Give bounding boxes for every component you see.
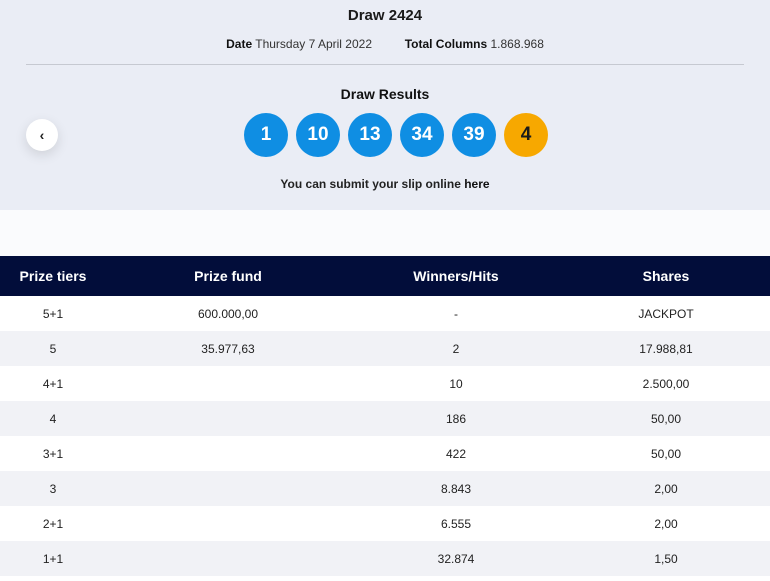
table-row: 3+1 422 50,00 (0, 436, 770, 471)
winners-cell: - (454, 306, 458, 321)
submit-slip-link[interactable]: here (464, 177, 490, 191)
prize-tier-cell: 1+1 (42, 551, 64, 566)
winners-cell: 10 (449, 376, 463, 391)
draw-results-title: Draw Results (340, 86, 430, 102)
total-columns-label: Total Columns (404, 37, 488, 51)
winners-cell: 32.874 (437, 551, 475, 566)
shares-cell: 50,00 (650, 411, 682, 426)
divider (26, 64, 744, 65)
winning-numbers: 1 10 13 34 39 4 (244, 113, 548, 157)
table-row: 4 186 50,00 (0, 401, 770, 436)
header-prize-fund: Prize fund (194, 268, 262, 284)
winners-cell: 422 (445, 446, 467, 461)
table-row: 4+1 10 2.500,00 (0, 366, 770, 401)
prize-table: Prize tiers Prize fund Winners/Hits Shar… (0, 256, 770, 576)
prize-fund-cell (106, 366, 350, 401)
table-header-row: Prize tiers Prize fund Winners/Hits Shar… (0, 256, 770, 296)
number-ball: 34 (400, 113, 444, 157)
table-row: 2+1 6.555 2,00 (0, 506, 770, 541)
header-prize-tiers: Prize tiers (19, 268, 87, 284)
prize-fund-cell: 35.977,63 (201, 341, 255, 356)
prize-tier-cell: 5 (49, 341, 57, 356)
number-ball: 1 (244, 113, 288, 157)
prize-tier-cell: 3 (49, 481, 57, 496)
table-row: 1+1 32.874 1,50 (0, 541, 770, 576)
winners-cell: 8.843 (440, 481, 472, 496)
shares-cell: 1,50 (654, 551, 678, 566)
shares-cell: 50,00 (650, 446, 682, 461)
date-label: Date (226, 37, 253, 51)
shares-cell: JACKPOT (638, 306, 694, 321)
draw-info-panel: Draw 2424 Date Thursday 7 April 2022 Tot… (0, 0, 770, 210)
prize-fund-cell (106, 401, 350, 436)
submit-slip-note: You can submit your slip online here (0, 177, 770, 191)
header-shares: Shares (642, 268, 690, 284)
prize-tier-cell: 4+1 (42, 376, 64, 391)
winners-cell: 2 (452, 341, 460, 356)
prize-fund-cell (106, 471, 350, 506)
prize-tier-cell: 2+1 (42, 516, 64, 531)
prize-tier-cell: 4 (49, 411, 57, 426)
bonus-ball: 4 (504, 113, 548, 157)
chevron-left-icon: ‹ (39, 127, 45, 143)
prize-fund-cell: 600.000,00 (197, 306, 259, 321)
previous-draw-button[interactable]: ‹ (26, 119, 58, 151)
prize-tier-cell: 3+1 (42, 446, 64, 461)
draw-meta: Date Thursday 7 April 2022 Total Columns… (0, 37, 770, 51)
prize-fund-cell (106, 436, 350, 471)
header-winners-hits: Winners/Hits (413, 268, 499, 284)
number-ball: 10 (296, 113, 340, 157)
shares-cell: 17.988,81 (639, 341, 693, 356)
spacer-band (0, 210, 770, 256)
shares-cell: 2.500,00 (642, 376, 690, 391)
submit-slip-text: You can submit your slip online (280, 177, 465, 191)
table-row: 5+1 600.000,00 - JACKPOT (0, 296, 770, 331)
table-row: 5 35.977,63 2 17.988,81 (0, 331, 770, 366)
date-value: Thursday 7 April 2022 (255, 37, 372, 51)
prize-tier-cell: 5+1 (42, 306, 64, 321)
prize-fund-cell (106, 541, 350, 576)
winners-cell: 6.555 (440, 516, 472, 531)
number-ball: 39 (452, 113, 496, 157)
prize-fund-cell (106, 506, 350, 541)
winners-cell: 186 (445, 411, 467, 426)
draw-title: Draw 2424 (347, 7, 423, 24)
table-row: 3 8.843 2,00 (0, 471, 770, 506)
shares-cell: 2,00 (654, 516, 678, 531)
number-ball: 13 (348, 113, 392, 157)
shares-cell: 2,00 (654, 481, 678, 496)
total-columns-value: 1.868.968 (490, 37, 544, 51)
